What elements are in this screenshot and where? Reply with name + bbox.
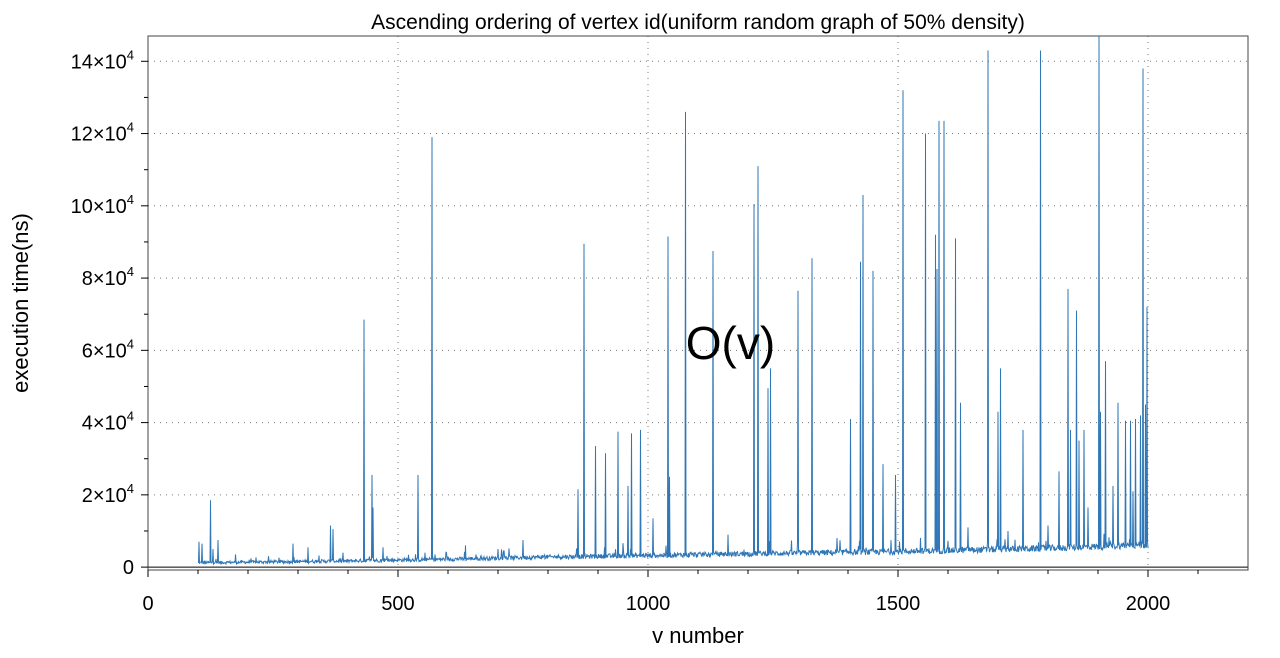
y-tick-exponent: 4 [127, 192, 134, 207]
y-tick-exponent: 4 [127, 264, 134, 279]
y-tick-label: 14×104 [71, 47, 134, 73]
tick-labels: 0 500 1000 1500 200002×1044×1046×1048×10410×… [71, 47, 1171, 615]
y-tick-label: 2×104 [82, 481, 134, 507]
chart-title: Ascending ordering of vertex id(uniform … [371, 11, 1025, 34]
y-tick-mantissa: 2×10 [82, 485, 127, 507]
x-tick-label: 0 [142, 593, 153, 615]
y-tick-label: 12×104 [71, 120, 134, 146]
series-line [197, 35, 1149, 566]
axis-ticks [141, 60, 1199, 577]
y-tick-exponent: 4 [127, 409, 134, 424]
y-tick-exponent: 4 [127, 120, 134, 135]
y-tick-exponent: 4 [127, 336, 134, 351]
y-axis-label: execution time(ns) [8, 213, 33, 393]
y-tick-label: 4×104 [82, 409, 134, 435]
grid-lines [148, 36, 1248, 570]
plot-area [197, 35, 1149, 566]
x-tick-label: 500 [381, 593, 414, 615]
y-tick-label: 10×104 [71, 192, 134, 218]
y-tick-mantissa: 4×10 [82, 413, 127, 435]
y-tick-mantissa: 6×10 [82, 340, 127, 362]
plot-frame [147, 35, 1249, 571]
y-tick-exponent: 4 [127, 47, 134, 62]
y-tick-mantissa: 8×10 [82, 268, 127, 290]
y-tick-label: 0 [123, 557, 134, 579]
annotation-ov: O(v) [686, 317, 775, 369]
x-axis-label: v number [652, 623, 744, 648]
y-tick-mantissa: 0 [123, 557, 134, 579]
x-tick-label: 1500 [876, 593, 921, 615]
y-tick-label: 6×104 [82, 336, 134, 362]
x-tick-label: 1000 [626, 593, 671, 615]
y-tick-mantissa: 12×10 [71, 124, 127, 146]
x-tick-label: 2000 [1126, 593, 1171, 615]
y-tick-mantissa: 10×10 [71, 196, 127, 218]
y-tick-mantissa: 14×10 [71, 51, 127, 73]
y-tick-exponent: 4 [127, 481, 134, 496]
y-tick-label: 8×104 [82, 264, 134, 290]
